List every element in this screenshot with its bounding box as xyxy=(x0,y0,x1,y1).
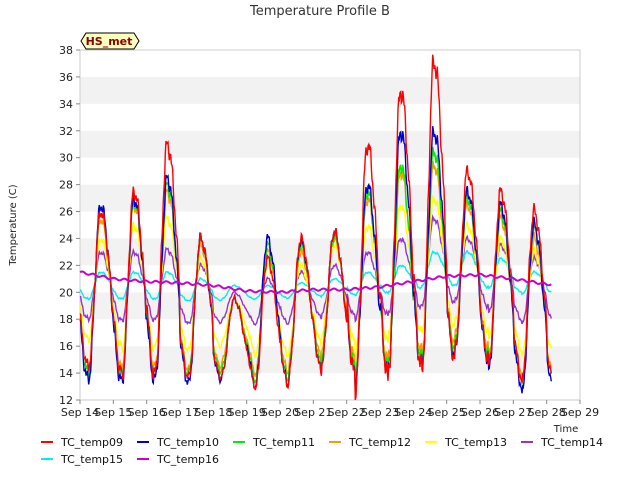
legend-label: TC_temp09 xyxy=(60,436,123,449)
y-tick-label: 38 xyxy=(59,44,73,57)
x-tick-label: Sep 22 xyxy=(328,406,366,419)
series-layer xyxy=(79,54,552,401)
y-tick-label: 28 xyxy=(59,179,73,192)
grid-band xyxy=(80,76,580,104)
legend-label: TC_temp13 xyxy=(444,436,507,449)
y-axis-ticks: 12 14 16 18 20 22 24 26 28 30 32 34 36 38 xyxy=(59,44,80,407)
grid-band xyxy=(80,373,580,400)
legend-label: TC_temp16 xyxy=(156,453,219,466)
legend-label: TC_temp10 xyxy=(156,436,219,449)
grid-band xyxy=(80,103,580,131)
legend-label: TC_temp12 xyxy=(348,436,411,449)
grid-band xyxy=(80,292,580,320)
y-tick-label: 26 xyxy=(59,206,73,219)
y-tick-label: 16 xyxy=(59,340,73,353)
grid-band xyxy=(80,346,580,374)
series-line-tc-temp14 xyxy=(79,214,552,327)
x-tick-label: Sep 27 xyxy=(494,406,532,419)
plot-area-border xyxy=(79,49,581,401)
y-tick-label: 34 xyxy=(59,98,73,111)
y-tick-label: 20 xyxy=(59,286,73,299)
x-tick-label: Sep 24 xyxy=(394,406,432,419)
site-badge-box xyxy=(80,32,140,50)
grid-band xyxy=(80,130,580,158)
x-tick-label: Sep 16 xyxy=(128,406,166,419)
y-tick-label: 14 xyxy=(59,367,73,380)
legend-label: TC_temp15 xyxy=(60,453,123,466)
legend: TC_temp09 TC_temp10 TC_temp11 TC_temp12 TC_t… xyxy=(41,436,603,466)
x-tick-label: Sep 29 xyxy=(561,406,599,419)
y-tick-label: 32 xyxy=(59,125,73,138)
y-tick-label: 12 xyxy=(59,394,73,407)
x-axis-label: Time xyxy=(553,424,578,435)
x-tick-label: Sep 14 xyxy=(61,406,99,419)
series-line-tc-temp16 xyxy=(79,270,552,295)
series-line-tc-temp15 xyxy=(79,249,552,302)
legend-label: TC_temp11 xyxy=(252,436,315,449)
x-tick-label: Sep 19 xyxy=(228,406,266,419)
y-tick-label: 24 xyxy=(59,232,73,245)
x-tick-label: Sep 28 xyxy=(528,406,566,419)
grid-band xyxy=(80,50,580,77)
grid-band xyxy=(80,319,580,347)
x-tick-label: Sep 25 xyxy=(428,406,466,419)
y-tick-label: 30 xyxy=(59,152,73,165)
x-tick-label: Sep 17 xyxy=(161,406,199,419)
x-tick-label: Sep 26 xyxy=(461,406,499,419)
x-tick-label: Sep 20 xyxy=(261,406,299,419)
chart-title: Temperature Profile B xyxy=(249,4,390,19)
site-badge-label: HS_met xyxy=(86,35,133,48)
x-tick-label: Sep 18 xyxy=(194,406,232,419)
x-tick-label: Sep 23 xyxy=(361,406,399,419)
y-axis-label: Temperature (C) xyxy=(8,184,19,266)
series-line-tc-temp09 xyxy=(79,54,552,401)
grid-band xyxy=(80,157,580,185)
site-badge: HS_met xyxy=(80,32,140,50)
legend-label: TC_temp14 xyxy=(540,436,603,449)
x-tick-label: Sep 21 xyxy=(294,406,332,419)
x-tick-label: Sep 15 xyxy=(94,406,132,419)
y-tick-label: 36 xyxy=(59,71,73,84)
y-tick-label: 18 xyxy=(59,313,73,326)
y-tick-label: 22 xyxy=(59,259,73,272)
